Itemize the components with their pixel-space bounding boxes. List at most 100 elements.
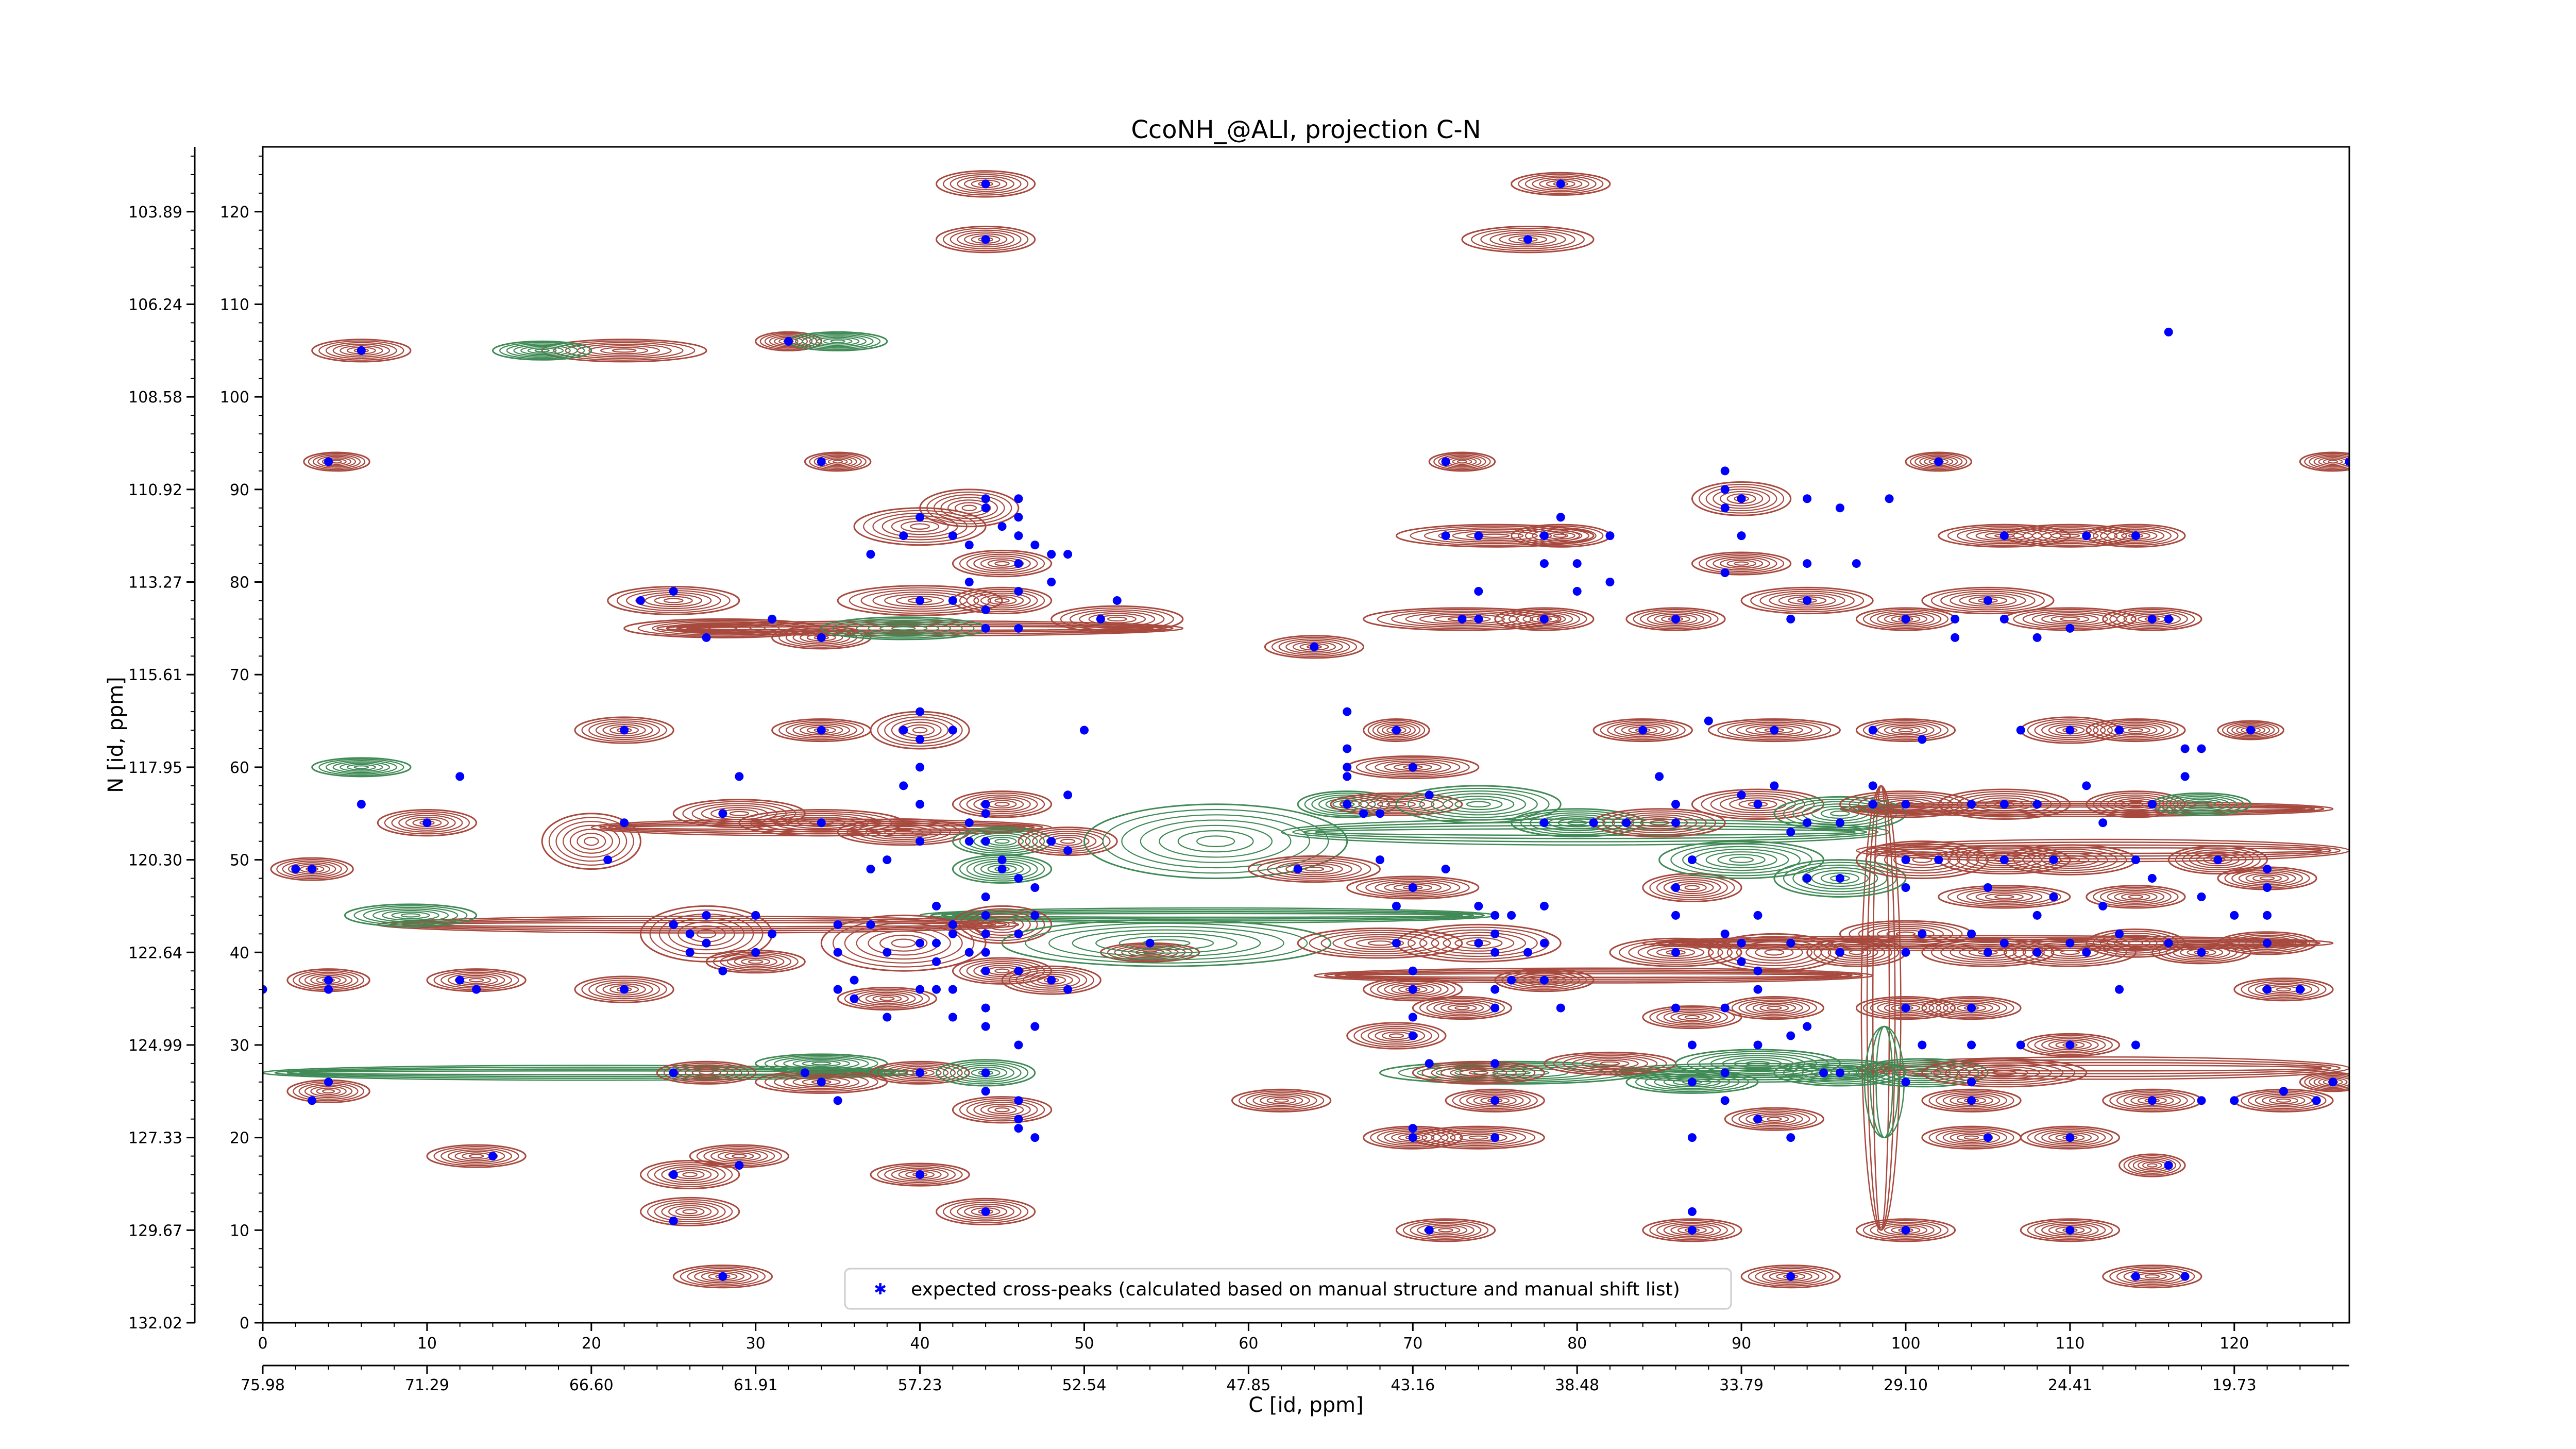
positive-contour [1592,718,1693,743]
contour-ring [2041,1131,2099,1145]
contour-ring [1707,718,1841,743]
contour-ring [844,619,963,637]
contour-ring [316,1087,341,1096]
contour-ring [1792,1063,1888,1083]
contour-ring [1375,760,1451,774]
peak-marker [620,985,629,994]
contour-ring [553,340,696,361]
peak-marker [324,975,333,985]
peak-marker [669,1068,678,1077]
peak-marker [1490,1003,1500,1013]
contour-ring [1522,974,1566,986]
contour-ring [1459,1069,1498,1077]
contour-ring [2313,1076,2349,1088]
contour-ring [1440,1131,1517,1145]
contour-ring [2245,937,2289,949]
contour-ring [666,622,780,634]
peak-marker [981,235,990,244]
peak-marker [1737,494,1746,503]
peak-marker [2197,744,2206,753]
contour-ring [569,829,613,854]
positive-contour [1428,451,1496,472]
contour-ring [2041,530,2099,542]
positive-contour [2003,844,2137,875]
contour-ring [1438,454,1486,469]
peak-marker [2065,1225,2075,1235]
contour-ring [2121,893,2150,901]
x-tick-label: 10 [417,1335,437,1353]
contour-ring [1855,1218,1956,1242]
contour-ring [1670,1224,1714,1236]
peak-marker [1589,818,1598,828]
contour-ring [2107,796,2165,813]
negative-contour [1658,840,1825,880]
contour-ring [1855,1058,1989,1088]
x-ppm-tick-label: 19.73 [2212,1376,2257,1394]
positive-contour [1412,1060,1545,1085]
plot-frame [262,146,2350,1324]
contour-ring [1285,863,1343,875]
contour-ring [1384,982,1442,997]
peak-marker [916,985,925,994]
peak-marker [784,336,793,346]
positive-contour [820,914,987,972]
contour-ring [1377,723,1416,737]
peak-marker [2164,614,2173,624]
x-ppm-tick-label: 33.79 [1719,1376,1764,1394]
contour-ring [1862,998,1949,1018]
contour-ring [994,968,1010,973]
positive-contour [1938,788,2071,820]
peak-marker [833,920,842,929]
peak-marker [1983,883,1992,892]
peak-marker [833,1096,842,1105]
peak-marker [422,818,432,828]
contour-ring [1370,979,1456,1000]
contour-ring [1736,723,1812,737]
contour-ring [950,174,1022,194]
y-tick-label: 110 [220,296,249,314]
contour-ring [1849,922,1963,946]
contour-ring [957,231,1014,248]
peak-marker [2246,726,2256,735]
negative-contour [1395,785,1562,824]
peak-marker [981,809,990,818]
contour-ring [755,1053,888,1074]
peak-marker [2147,614,2157,624]
peak-marker [916,735,925,744]
y-ppm-tick-label: 129.67 [128,1222,182,1240]
contour-ring [1877,1223,1935,1237]
contour-ring [2116,1268,2188,1285]
contour-ring [950,1202,1022,1222]
contour-ring [966,591,1038,611]
peak-marker [2164,1161,2173,1170]
peak-marker [1523,948,1533,957]
peak-marker [1014,1124,1023,1133]
peak-marker [1014,531,1023,541]
negative-contour [492,340,592,361]
contour-ring [827,458,848,465]
peak-marker [2213,855,2223,865]
contour-ring [935,170,1036,198]
peak-marker [1786,1133,1795,1142]
peak-marker [948,726,957,735]
contour-ring [865,993,909,1004]
peak-marker [866,920,875,929]
contour-ring [663,598,684,603]
contour-ring [2137,1272,2167,1280]
contour-ring [274,1066,908,1079]
contour-ring [1468,1135,1489,1140]
peak-marker [2263,985,2272,994]
contour-ring [694,625,752,632]
contour-ring [1423,1224,1468,1236]
contour-ring [454,1151,498,1161]
contour-ring [1271,636,1358,657]
peak-marker [1901,855,1910,865]
peak-marker [1967,1077,1976,1087]
contour-ring [952,1096,1053,1124]
contour-ring [684,1067,728,1079]
contour-ring [499,342,585,359]
contour-ring [1966,890,2043,904]
peak-marker [1425,790,1434,800]
y-ppm-tick-label: 120.30 [128,852,182,870]
contour-ring [1159,824,1273,858]
